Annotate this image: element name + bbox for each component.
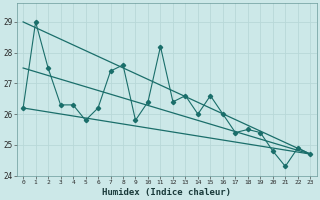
X-axis label: Humidex (Indice chaleur): Humidex (Indice chaleur)	[102, 188, 231, 197]
